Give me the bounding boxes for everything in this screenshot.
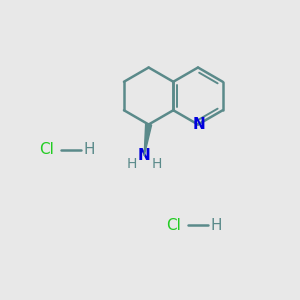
Text: H: H xyxy=(83,142,95,158)
Text: N: N xyxy=(193,117,205,132)
Text: H: H xyxy=(126,158,137,171)
Text: H: H xyxy=(211,218,222,232)
Text: Cl: Cl xyxy=(167,218,182,232)
Text: H: H xyxy=(152,158,162,171)
Polygon shape xyxy=(144,124,152,156)
Text: N: N xyxy=(138,148,151,163)
Text: Cl: Cl xyxy=(39,142,54,158)
